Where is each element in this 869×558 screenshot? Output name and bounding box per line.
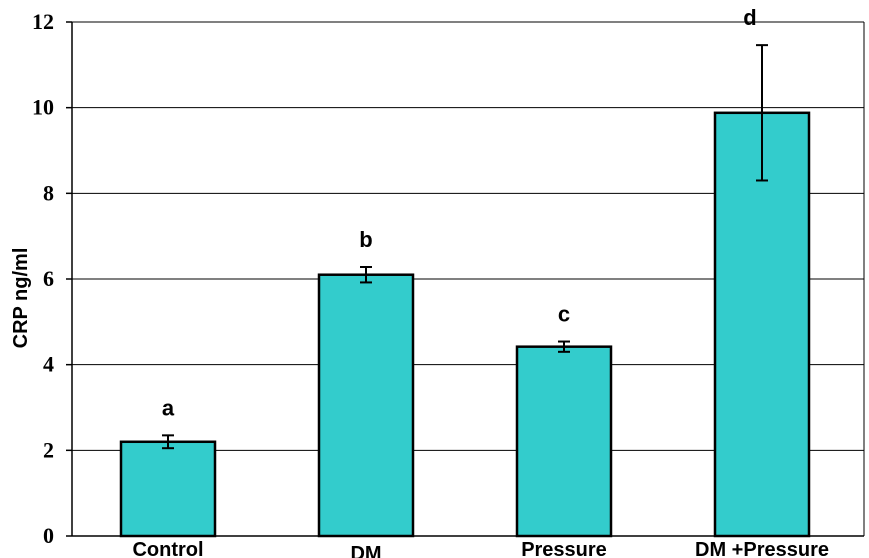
y-tick-label: 12 bbox=[32, 9, 54, 34]
bar-control bbox=[119, 440, 217, 538]
x-category-label: Control bbox=[132, 539, 203, 558]
x-category-label: Pressure bbox=[521, 539, 607, 558]
x-category-label: DM +Pressure bbox=[695, 539, 829, 558]
y-axis-label: CRP ng/ml bbox=[10, 248, 32, 349]
x-category-label: DM bbox=[350, 543, 381, 558]
x-category-labels: Control DM Pressure DM +Pressure bbox=[132, 539, 829, 558]
y-tick-labels: 0 2 4 6 8 10 12 bbox=[32, 9, 54, 548]
significance-label: d bbox=[743, 5, 756, 30]
y-tick-label: 8 bbox=[43, 180, 54, 205]
axes bbox=[66, 21, 865, 537]
significance-label: c bbox=[558, 302, 570, 327]
significance-label: a bbox=[162, 395, 175, 420]
y-tick-label: 4 bbox=[43, 352, 54, 377]
bar-pressure bbox=[515, 345, 613, 538]
y-tick-label: 2 bbox=[43, 437, 54, 462]
significance-label: b bbox=[359, 227, 372, 252]
y-tick-label: 10 bbox=[32, 95, 54, 120]
bars bbox=[119, 111, 811, 538]
bar-dm bbox=[317, 273, 415, 538]
error-bars bbox=[162, 44, 768, 450]
y-tick-label: 6 bbox=[43, 266, 54, 291]
y-tick-label: 0 bbox=[43, 523, 54, 548]
significance-labels: a b c d bbox=[162, 5, 757, 420]
